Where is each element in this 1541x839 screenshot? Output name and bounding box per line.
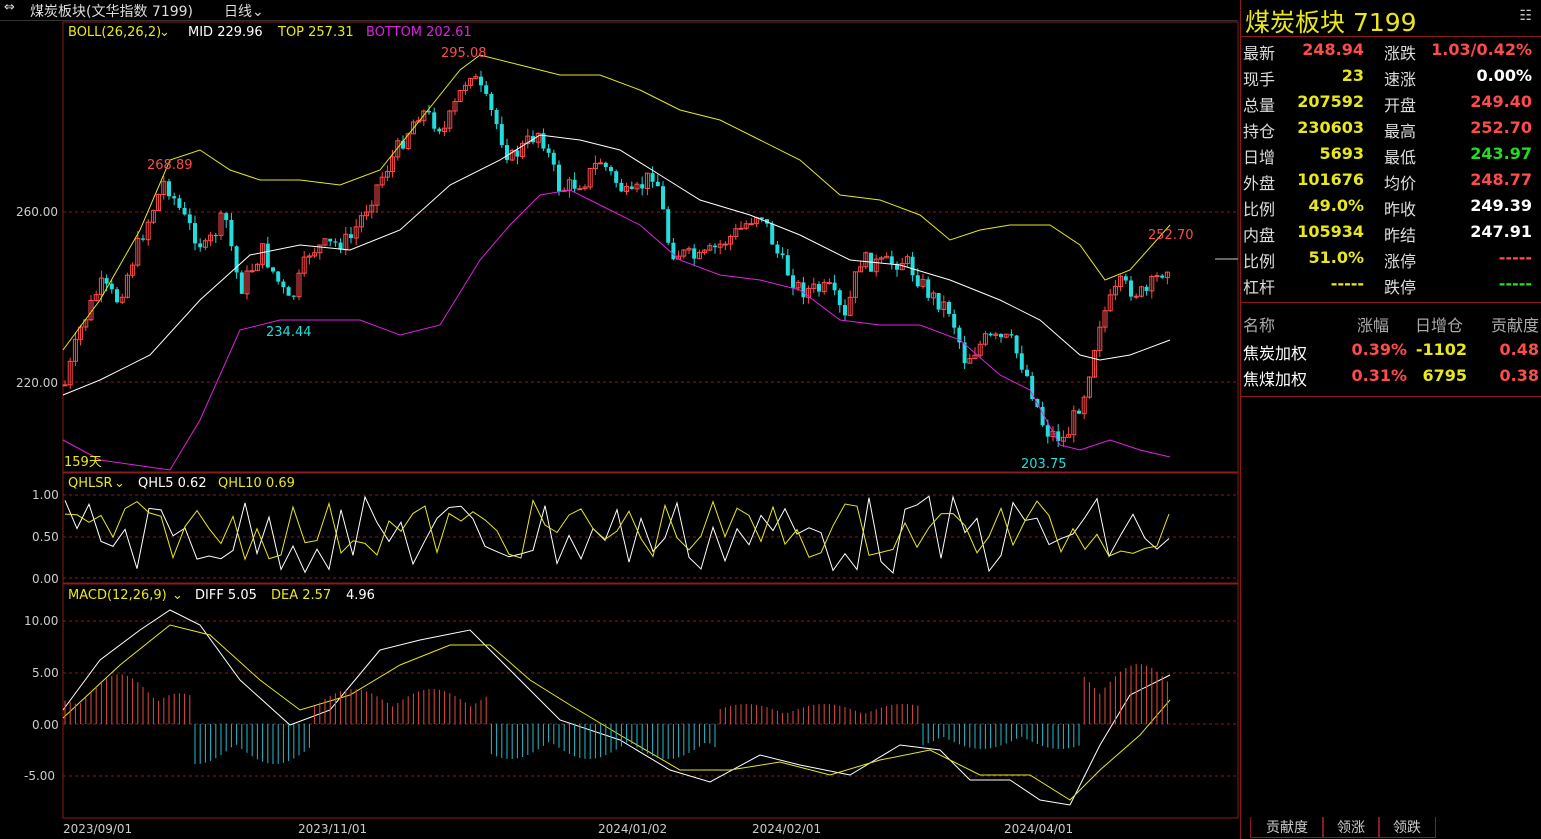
tab-losers[interactable]: 领跌 — [1378, 817, 1436, 838]
quote-row: 最新 248.94 涨跌 1.03/0.42% — [1243, 40, 1532, 63]
qhl-tick-0: 0.00 — [32, 572, 59, 586]
tab-contribution[interactable]: 贡献度 — [1250, 817, 1324, 838]
qhl10-value: QHL10 0.69 — [218, 476, 295, 491]
link-icon[interactable]: ⇔ — [4, 0, 15, 15]
qhl-tick-05: 0.50 — [32, 530, 59, 544]
top-bar: ⇔ 煤炭板块(文华指数 7199) 日线⌄ — [0, 0, 1238, 21]
component-row[interactable]: 焦煤加权 0.31% 6795 0.38 — [1243, 366, 1539, 389]
annot-low1: 234.44 — [266, 325, 312, 340]
x-label: 2023/11/01 — [298, 822, 368, 836]
quote-panel: 煤炭板块 7199 ☷ 最新 248.94 涨跌 1.03/0.42% 现手 23 速涨 0.… — [1240, 0, 1541, 839]
col-change: 涨幅 — [1357, 316, 1390, 335]
boll-bottom: BOTTOM 202.61 — [366, 25, 472, 40]
col-contrib: 贡献度 — [1491, 316, 1540, 335]
quote-row: 现手 23 速涨 0.00% — [1243, 66, 1532, 89]
macd-tick-m5: -5.00 — [24, 769, 55, 783]
component-row[interactable]: 焦炭加权 0.39% -1102 0.48 — [1243, 340, 1539, 363]
macd-tick-10: 10.00 — [24, 614, 58, 628]
chevron-down-icon: ⌄ — [252, 4, 264, 20]
qhl5-value: QHL5 0.62 — [138, 476, 207, 491]
svg-text:⌄: ⌄ — [114, 476, 125, 491]
quote-row: 外盘 101676 均价 248.77 — [1243, 170, 1532, 193]
quote-row: 持仓 230603 最高 252.70 — [1243, 118, 1532, 141]
qhl-chart-frame — [62, 472, 1239, 584]
period-selector[interactable]: 日线⌄ — [224, 4, 264, 20]
col-oi: 日增仓 — [1415, 316, 1464, 335]
svg-text:⌄: ⌄ — [159, 25, 170, 40]
price-tick-260: 260.00 — [16, 205, 58, 219]
annot-last-high: 252.70 — [1148, 228, 1194, 243]
quote-row: 总量 207592 开盘 249.40 — [1243, 92, 1532, 115]
boll-indicator: BOLL(26,26,2) — [68, 25, 161, 40]
col-name: 名称 — [1243, 316, 1276, 335]
macd-tick-0: 0.00 — [32, 718, 59, 732]
chart-area[interactable]: BOLL(26,26,2) ⌄ MID 229.96 TOP 257.31 BO… — [0, 20, 1240, 819]
x-label: 2023/09/01 — [63, 822, 133, 836]
price-tick-220: 220.00 — [16, 376, 58, 390]
macd-chart-frame — [62, 583, 1239, 819]
quote-row: 杠杆 ----- 跌停 ----- — [1243, 274, 1532, 297]
qhl-indicator: QHLSR — [68, 476, 113, 491]
macd-tick-5: 5.00 — [32, 666, 59, 680]
x-label: 2024/04/01 — [1004, 822, 1074, 836]
x-axis: 2023/09/01 2023/11/01 2024/01/02 2024/02… — [0, 819, 1238, 839]
annot-days: 159天 — [64, 455, 102, 470]
x-label: 2024/01/02 — [598, 822, 668, 836]
quote-row: 比例 51.0% 涨停 ----- — [1243, 248, 1532, 271]
boll-top: TOP 257.31 — [277, 25, 354, 40]
annot-low2: 203.75 — [1021, 457, 1067, 472]
svg-text:⌄: ⌄ — [172, 588, 183, 603]
boll-mid: MID 229.96 — [188, 25, 263, 40]
macd-indicator: MACD(12,26,9) — [68, 588, 167, 603]
x-label: 2024/02/01 — [752, 822, 822, 836]
main-chart-frame — [62, 21, 1239, 473]
quote-row: 内盘 105934 昨结 247.91 — [1243, 222, 1532, 245]
macd-dea: DEA 2.57 — [271, 588, 331, 603]
tab-gainers[interactable]: 领涨 — [1322, 817, 1380, 838]
qhl-tick-1: 1.00 — [32, 488, 59, 502]
annot-high2: 295.08 — [441, 46, 487, 61]
annot-high1: 268.89 — [147, 158, 193, 173]
macd-diff: DIFF 5.05 — [195, 588, 257, 603]
macd-value: 4.96 — [346, 588, 375, 603]
quote-title: 煤炭板块 7199 — [1245, 8, 1417, 37]
quote-row: 日增 5693 最低 243.97 — [1243, 144, 1532, 167]
menu-icon[interactable]: ☷ — [1519, 8, 1532, 24]
window-title: 煤炭板块(文华指数 7199) — [30, 4, 194, 20]
quote-row: 比例 49.0% 昨收 249.39 — [1243, 196, 1532, 219]
